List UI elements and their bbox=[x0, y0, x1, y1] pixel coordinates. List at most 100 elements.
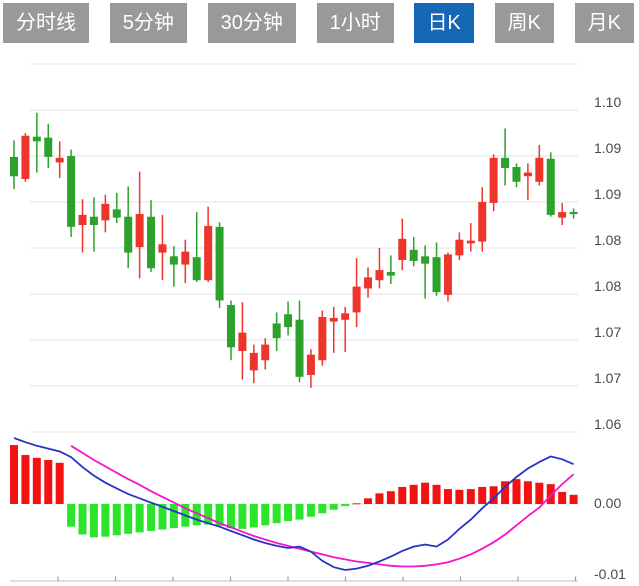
candle-body bbox=[512, 167, 521, 182]
candle-body bbox=[67, 156, 76, 227]
macd-bar bbox=[443, 489, 452, 504]
candle-body bbox=[352, 286, 361, 313]
macd-bar bbox=[478, 486, 487, 504]
candle-body bbox=[204, 225, 213, 281]
macd-bar bbox=[329, 504, 338, 510]
candle-body bbox=[226, 305, 235, 348]
macd-bar bbox=[10, 445, 18, 504]
tab-daily-k[interactable]: 日K bbox=[414, 3, 474, 43]
candle-body bbox=[432, 257, 441, 293]
candle-body bbox=[272, 323, 281, 339]
macd-bar bbox=[512, 479, 521, 504]
candle-body bbox=[238, 332, 247, 352]
macd-bar bbox=[455, 489, 464, 504]
macd-bar bbox=[318, 504, 327, 514]
price-label: 1.07 bbox=[594, 370, 621, 386]
candle-body bbox=[409, 249, 418, 261]
macd-bar bbox=[55, 462, 64, 504]
macd-bar bbox=[364, 498, 373, 504]
candle-body bbox=[284, 314, 293, 328]
macd-bar bbox=[21, 455, 30, 504]
candle bbox=[535, 144, 544, 186]
dea-line bbox=[70, 445, 575, 568]
macd-bar bbox=[341, 504, 350, 507]
candle-body bbox=[147, 216, 156, 269]
candle bbox=[569, 208, 578, 219]
candle bbox=[238, 302, 247, 380]
macd-bar bbox=[375, 493, 384, 504]
candle-body bbox=[249, 352, 258, 371]
candle bbox=[21, 133, 30, 182]
candle bbox=[341, 306, 350, 352]
candle bbox=[124, 186, 133, 269]
candle bbox=[318, 310, 327, 366]
candle-body bbox=[295, 319, 304, 377]
candle-body bbox=[101, 203, 110, 221]
tab-5min[interactable]: 5分钟 bbox=[109, 3, 187, 43]
macd-bar bbox=[501, 481, 510, 504]
tab-1hour[interactable]: 1小时 bbox=[316, 3, 394, 43]
candle bbox=[421, 245, 430, 299]
price-gridlines bbox=[30, 63, 578, 433]
tab-monthly-k[interactable]: 月K bbox=[574, 3, 634, 43]
price-label: 1.10 bbox=[594, 94, 621, 110]
candle-body bbox=[89, 216, 98, 225]
candle bbox=[10, 140, 18, 190]
candle bbox=[101, 194, 110, 233]
candle bbox=[409, 236, 418, 267]
tab-weekly-k[interactable]: 周K bbox=[494, 3, 554, 43]
candle bbox=[386, 255, 395, 284]
candle bbox=[78, 199, 87, 253]
macd-bar bbox=[135, 504, 144, 533]
macd-bar bbox=[226, 504, 235, 529]
candle bbox=[89, 197, 98, 252]
candle-body bbox=[181, 251, 190, 265]
timeframe-tabbar: 分时线 5分钟 30分钟 1小时 日K 周K 月K bbox=[3, 3, 634, 43]
macd-bar bbox=[158, 504, 167, 530]
candle bbox=[352, 258, 361, 328]
candle bbox=[398, 218, 407, 271]
candle bbox=[215, 222, 224, 308]
tab-30min[interactable]: 30分钟 bbox=[207, 3, 296, 43]
macd-bar bbox=[352, 503, 361, 505]
price-axis-labels: 1.10 1.09 1.09 1.08 1.08 1.07 1.07 1.06 bbox=[594, 94, 621, 432]
candle bbox=[192, 212, 201, 283]
dif-line bbox=[13, 437, 574, 571]
candle-body bbox=[375, 270, 384, 281]
candle bbox=[432, 242, 441, 296]
candle bbox=[523, 163, 532, 201]
candle-body bbox=[569, 211, 578, 215]
candle-body bbox=[501, 157, 510, 168]
candle-body bbox=[192, 257, 201, 281]
indicator-label: -0.01 bbox=[594, 566, 626, 582]
candle bbox=[329, 306, 338, 353]
candle bbox=[261, 338, 270, 370]
tab-timeline[interactable]: 分时线 bbox=[3, 3, 89, 43]
candle-body bbox=[158, 244, 167, 253]
candle bbox=[158, 214, 167, 281]
macd-bar bbox=[558, 491, 567, 504]
candle-body bbox=[169, 256, 178, 265]
candle-body bbox=[558, 212, 567, 218]
macd-bar bbox=[67, 504, 76, 527]
candle-body bbox=[44, 137, 53, 157]
price-label: 1.09 bbox=[594, 140, 621, 156]
price-label: 1.08 bbox=[594, 278, 621, 294]
macd-histogram bbox=[10, 445, 578, 538]
candle-body bbox=[55, 157, 64, 163]
price-label: 1.09 bbox=[594, 186, 621, 202]
candle bbox=[55, 141, 64, 179]
candles bbox=[10, 112, 578, 388]
macd-bar bbox=[192, 504, 201, 526]
candle bbox=[558, 202, 567, 225]
macd-bar bbox=[386, 491, 395, 504]
candle bbox=[181, 239, 190, 283]
price-label: 1.07 bbox=[594, 324, 621, 340]
macd-bar bbox=[272, 504, 281, 524]
candle-body bbox=[455, 239, 464, 256]
macd-bar bbox=[409, 484, 418, 504]
candle-body bbox=[124, 216, 133, 253]
candle bbox=[169, 246, 178, 287]
